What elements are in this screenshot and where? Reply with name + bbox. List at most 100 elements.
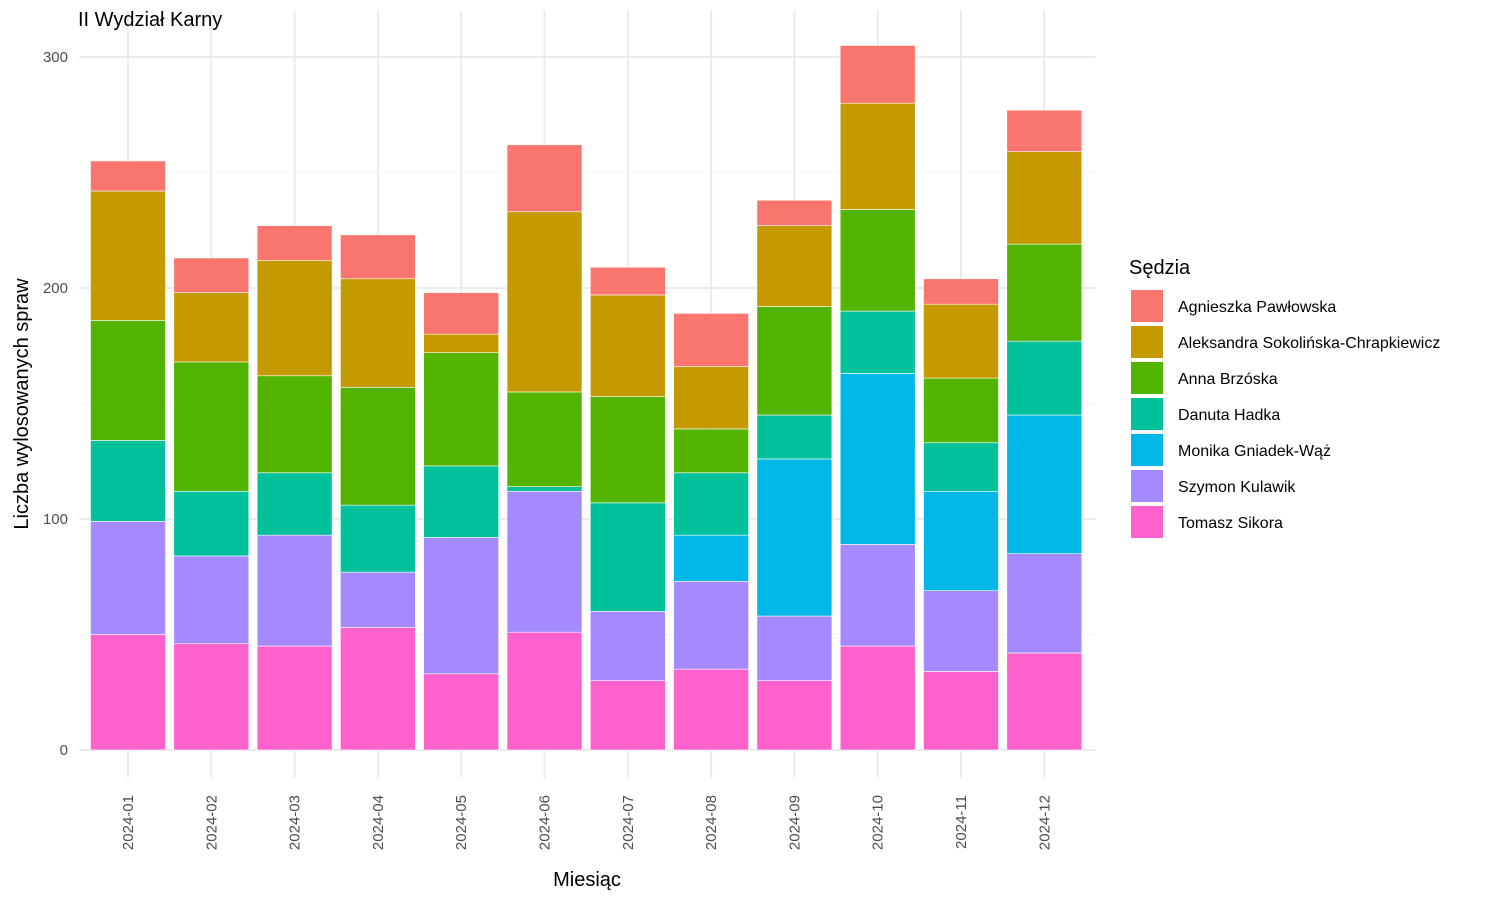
bar-segment [173,643,250,751]
bar-segment [839,45,916,104]
legend-label: Monika Gniadek-Wąż [1178,443,1331,460]
bar-segment [90,320,166,441]
bar-segment [423,352,500,467]
bar-segment [90,160,166,192]
bar-segment [1006,109,1083,153]
legend-label: Tomasz Sikora [1178,515,1283,532]
bar-segment [90,440,166,522]
x-tick-label: 2024-06 [537,795,554,850]
bar-segment [923,278,999,305]
bar-segment [506,391,583,487]
bar-segment [923,490,999,591]
bar-segment [423,292,500,335]
bar-segment [256,534,333,647]
bar-segment [90,521,166,635]
x-tick-label: 2024-10 [870,795,887,850]
x-tick-label: 2024-08 [703,795,720,850]
bar-segment [1006,553,1083,654]
bar-segment [340,387,416,506]
bar-segment [589,611,666,682]
bar-segment [756,414,833,460]
bar-segment [673,366,749,430]
bar-segment [839,310,916,374]
bar-segment [423,465,500,538]
bar-segment [756,225,833,307]
legend-key [1131,434,1163,466]
bar-segment [839,373,916,545]
bar-segment [173,292,250,363]
bar-segment [589,294,666,397]
legend-label: Danuta Hadka [1178,407,1280,424]
bar-segment [506,490,583,633]
y-tick-label: 200 [43,280,68,297]
legend-key [1131,326,1163,358]
bar-segment [756,458,833,617]
bar-segment [1006,151,1083,245]
bar-segment [256,259,333,377]
chart-title: II Wydział Karny [78,9,222,31]
legend-key [1131,290,1163,322]
bar-segment [256,375,333,474]
legend-label: Agnieszka Pawłowska [1178,299,1336,316]
x-tick-label: 2024-09 [786,795,803,850]
bar-segment [1006,340,1083,416]
legend-key [1131,470,1163,502]
bar-segment [756,306,833,416]
x-tick-label: 2024-12 [1036,795,1053,850]
y-tick-label: 0 [60,742,68,759]
x-tick-label: 2024-02 [203,795,220,850]
legend: Sędzia Agnieszka Pawłowska Aleksandra Sok… [1129,257,1440,538]
legend-label: Szymon Kulawik [1178,479,1296,496]
bar-segment [173,257,250,293]
x-axis-title: Miesiąc [553,869,621,891]
bar-segment [673,668,749,751]
bar-segment [423,537,500,675]
bar-segment [923,442,999,492]
bar-segment [756,199,833,226]
bar-segment [839,544,916,647]
bar-segment [506,211,583,393]
bar-segment [1006,414,1083,554]
legend-title: Sędzia [1129,257,1191,279]
x-tick-label: 2024-04 [370,795,387,850]
bar-segment [673,581,749,670]
legend-label: Anna Brzóska [1178,371,1278,388]
bar-segment [923,303,999,379]
bar-segment [90,190,166,321]
bar-segment [173,361,250,492]
bar-segment [256,472,333,536]
bar-segment [673,534,749,582]
bar-segment [756,680,833,751]
bar-segment [173,555,250,645]
bar-segment [1006,243,1083,342]
bar-segment [256,225,333,261]
y-tick-label: 300 [43,49,68,66]
legend-key [1131,398,1163,430]
bar-segment [1006,652,1083,751]
legend-key [1131,362,1163,394]
bar-segment [423,673,500,751]
bar-segment [340,278,416,388]
bar-segment [839,209,916,312]
bar-segment [673,428,749,474]
y-tick-label: 100 [43,511,68,528]
bar-segment [673,472,749,536]
bar-segment [340,234,416,280]
bar-segment [173,490,250,557]
legend-key [1131,506,1163,538]
y-tick-labels: 0 100 200 300 [43,49,68,759]
bar-segment [506,631,583,751]
bar-segment [589,396,666,504]
bar-segment [839,645,916,751]
legend-label: Aleksandra Sokolińska-Chrapkiewicz [1178,335,1440,352]
bar-segment [506,486,583,492]
x-tick-label: 2024-01 [120,795,137,850]
bar-segment [673,313,749,367]
x-tick-label: 2024-07 [620,795,637,850]
bar-segment [589,680,666,751]
x-tick-label: 2024-05 [453,795,470,850]
bar-segment [90,634,166,751]
bar-segment [589,502,666,612]
bar-segment [256,645,333,751]
bar-segment [340,627,416,751]
